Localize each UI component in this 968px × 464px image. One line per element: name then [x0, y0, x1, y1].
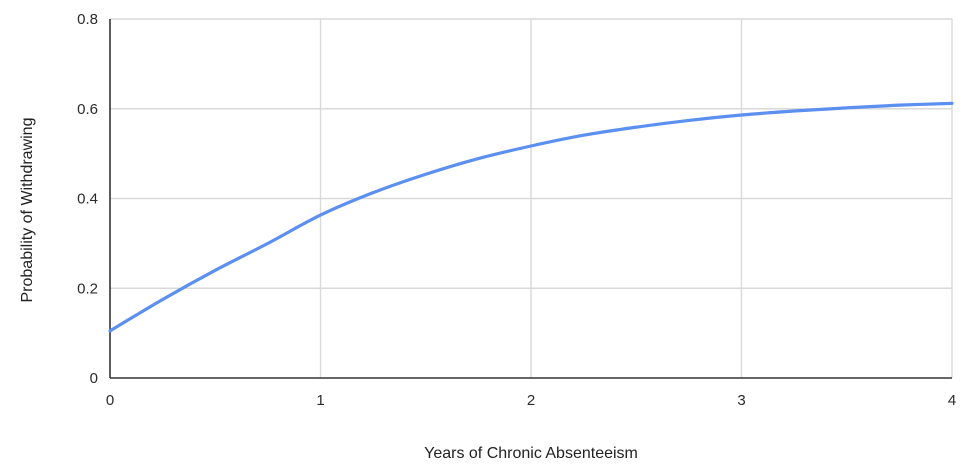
- data-point: [740, 114, 743, 117]
- series-layer: [108, 101, 954, 333]
- data-point: [477, 157, 480, 160]
- x-tick-label: 4: [948, 392, 956, 409]
- data-point: [109, 329, 112, 332]
- gridlines: [110, 18, 953, 378]
- data-point: [635, 126, 638, 129]
- data-point: [161, 298, 164, 301]
- data-point: [845, 106, 848, 109]
- data-point: [582, 134, 585, 137]
- data-point: [424, 173, 427, 176]
- data-point: [214, 269, 217, 272]
- y-tick-label: 0: [90, 370, 98, 387]
- y-axis-title: Probability of Withdrawing: [19, 118, 36, 303]
- y-tick-label: 0.8: [77, 11, 98, 28]
- x-axis-title: Years of Chronic Absenteeism: [424, 445, 638, 462]
- data-point: [793, 109, 796, 112]
- data-point: [266, 242, 269, 245]
- tick-labels: 0 0.2 0.4 0.6 0.8 0 1 2 3 4: [77, 11, 956, 409]
- data-point: [898, 104, 901, 107]
- x-tick-label: 1: [316, 392, 324, 409]
- x-tick-label: 0: [106, 392, 114, 409]
- y-tick-label: 0.6: [77, 101, 98, 118]
- x-tick-label: 3: [737, 392, 745, 409]
- y-tick-label: 0.4: [77, 191, 98, 208]
- data-point: [530, 144, 533, 147]
- y-tick-label: 0.2: [77, 280, 98, 297]
- series-line: [108, 101, 954, 333]
- data-point: [951, 102, 954, 105]
- data-point: [372, 191, 375, 194]
- x-tick-label: 2: [527, 392, 535, 409]
- axes: [109, 19, 952, 379]
- data-point: [319, 214, 322, 217]
- data-point: [687, 119, 690, 122]
